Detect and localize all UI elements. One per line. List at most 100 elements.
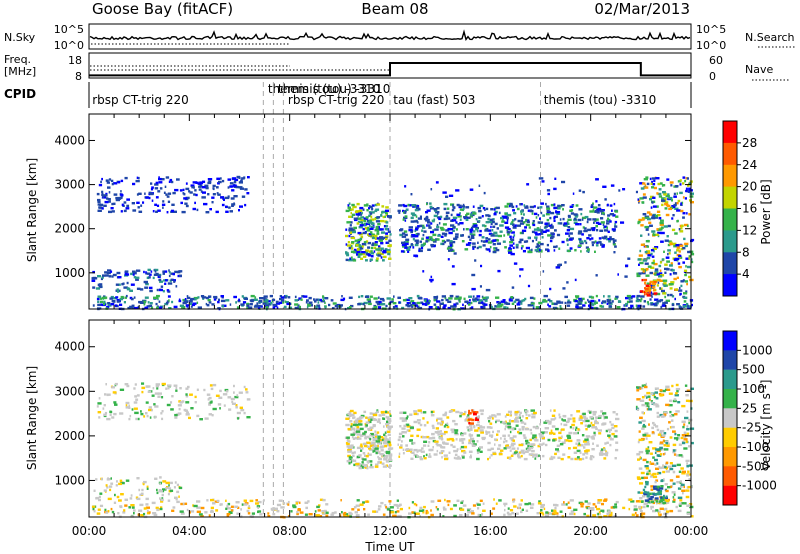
scatter-cell xyxy=(148,273,152,276)
scatter-cell xyxy=(637,500,641,503)
scatter-cell xyxy=(595,427,598,430)
scatter-cell xyxy=(497,269,501,273)
scatter-cell xyxy=(660,287,663,290)
scatter-cell xyxy=(689,192,694,195)
scatter-cell xyxy=(430,230,434,234)
scatter-cell xyxy=(515,512,519,515)
scatter-cell xyxy=(478,233,482,237)
scatter-cell xyxy=(686,302,689,306)
scatter-cell xyxy=(145,282,149,286)
scatter-cell xyxy=(527,236,531,239)
scatter-cell xyxy=(645,176,649,179)
scatter-cell xyxy=(652,499,655,502)
scatter-cell xyxy=(422,411,427,414)
scatter-cell xyxy=(584,227,587,230)
scatter-cell xyxy=(376,431,380,434)
scatter-cell xyxy=(683,485,685,489)
scatter-cell xyxy=(297,304,300,307)
scatter-cell xyxy=(482,240,486,243)
scatter-cell xyxy=(235,404,238,407)
scatter-cell xyxy=(386,444,389,447)
scatter-cell xyxy=(569,247,573,250)
scatter-cell xyxy=(234,505,238,508)
scatter-cell xyxy=(646,250,651,253)
scatter-cell xyxy=(115,484,118,487)
scatter-cell xyxy=(416,305,419,309)
scatter-cell xyxy=(382,237,384,240)
scatter-cell xyxy=(134,306,139,310)
scatter-cell xyxy=(567,420,570,423)
scatter-cell xyxy=(143,512,146,516)
colorbar-segment xyxy=(723,142,737,166)
scatter-cell xyxy=(200,506,205,510)
scatter-cell xyxy=(155,506,159,510)
scatter-cell xyxy=(230,185,234,188)
scatter-cell xyxy=(502,218,504,221)
scatter-cell xyxy=(550,455,553,459)
scatter-cell xyxy=(467,509,470,512)
scatter-cell xyxy=(648,286,651,290)
scatter-cell xyxy=(474,429,479,432)
scatter-cell xyxy=(403,204,408,208)
y-tick-label: 3000 xyxy=(54,178,85,192)
scatter-cell xyxy=(667,224,671,228)
scatter-cell xyxy=(681,472,686,475)
scatter-cell xyxy=(614,297,617,300)
scatter-cell xyxy=(421,447,424,450)
scatter-cell xyxy=(503,502,508,506)
scatter-cell xyxy=(376,237,380,240)
scatter-cell xyxy=(206,393,211,396)
scatter-cell xyxy=(669,264,673,267)
scatter-cell xyxy=(416,428,421,431)
scatter-cell xyxy=(572,417,576,420)
scatter-cell xyxy=(595,229,599,232)
scatter-cell xyxy=(512,242,515,245)
scatter-cell xyxy=(432,233,437,237)
scatter-cell xyxy=(673,205,676,208)
scatter-cell xyxy=(428,300,431,303)
scatter-cell xyxy=(384,435,388,438)
scatter-cell xyxy=(438,437,441,440)
scatter-cell xyxy=(653,179,656,183)
scatter-cell xyxy=(166,289,170,292)
scatter-cell xyxy=(381,462,385,465)
scatter-cell xyxy=(531,230,535,234)
scatter-cell xyxy=(367,221,372,224)
scatter-cell xyxy=(492,452,497,456)
scatter-cell xyxy=(343,511,347,515)
scatter-cell xyxy=(612,229,616,232)
scatter-cell xyxy=(462,456,465,459)
scatter-cell xyxy=(131,408,134,411)
scatter-cell xyxy=(347,241,350,244)
scatter-cell xyxy=(345,258,349,262)
scatter-cell xyxy=(233,391,235,394)
scatter-cell xyxy=(350,208,354,211)
scatter-cell xyxy=(625,296,629,300)
scatter-cell xyxy=(353,250,355,253)
scatter-cell xyxy=(444,430,448,434)
scatter-cell xyxy=(533,411,537,415)
scatter-cell xyxy=(210,400,213,403)
scatter-cell xyxy=(362,452,366,455)
scatter-cell xyxy=(294,303,299,306)
scatter-cell xyxy=(591,426,594,429)
scatter-cell xyxy=(676,192,678,195)
scatter-cell xyxy=(370,255,374,258)
scatter-cell xyxy=(136,193,139,196)
scatter-cell xyxy=(385,209,389,212)
scatter-cell xyxy=(649,291,651,294)
scatter-cell xyxy=(669,467,674,471)
scatter-cell xyxy=(461,205,465,208)
scatter-cell xyxy=(431,432,435,436)
scatter-cell xyxy=(169,178,173,182)
scatter-cell xyxy=(658,217,662,220)
scatter-cell xyxy=(184,502,188,505)
scatter-cell xyxy=(652,282,656,286)
scatter-cell xyxy=(126,384,130,388)
scatter-cell xyxy=(267,300,271,303)
scatter-cell xyxy=(439,417,443,420)
scatter-cell xyxy=(97,275,101,278)
scatter-cell xyxy=(512,439,515,442)
scatter-cell xyxy=(644,225,649,229)
scatter-cell xyxy=(598,237,602,240)
